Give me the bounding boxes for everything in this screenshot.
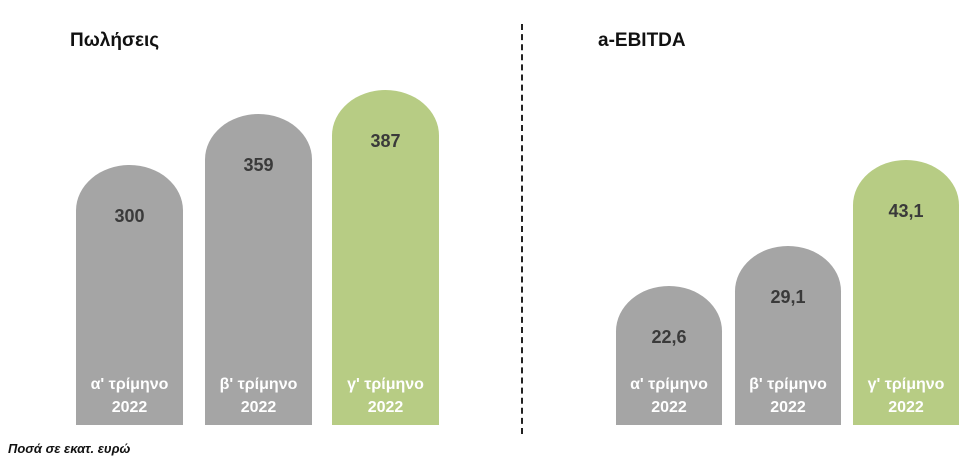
- units-footnote: Ποσά σε εκατ. ευρώ: [8, 441, 131, 456]
- sales-bar-1: 300 α' τρίμηνο 2022: [76, 165, 183, 425]
- sales-bar-2: 359 β' τρίμηνο 2022: [205, 114, 312, 425]
- sales-chart-title: Πωλήσεις: [70, 30, 160, 51]
- ebitda-chart-title: a-EBITDA: [598, 30, 686, 51]
- sales-bar-value-label: 300: [114, 206, 145, 227]
- ebitda-bar-category-label: β' τρίμηνο 2022: [749, 375, 827, 416]
- ebitda-bar-value-label: 43,1: [888, 200, 924, 221]
- sales-bar-value-label: 387: [370, 131, 401, 152]
- ebitda-bar-2: 29,1 β' τρίμηνο 2022: [735, 246, 841, 425]
- sales-bar-3: 387 γ' τρίμηνο 2022: [332, 90, 439, 425]
- ebitda-bar-value-label: 22,6: [651, 327, 687, 348]
- sales-bar-value-label: 359: [243, 155, 274, 176]
- ebitda-bar-1: 22,6 α' τρίμηνο 2022: [616, 286, 722, 425]
- ebitda-bar-category-label: γ' τρίμηνο 2022: [867, 375, 945, 416]
- ebitda-bar-category-label: α' τρίμηνο 2022: [630, 375, 708, 416]
- panel-divider: [521, 24, 523, 434]
- ebitda-bar-value-label: 29,1: [770, 287, 806, 308]
- sales-bar-category-label: β' τρίμηνο 2022: [219, 375, 298, 416]
- sales-bar-category-label: γ' τρίμηνο 2022: [347, 375, 424, 416]
- sales-bar-category-label: α' τρίμηνο 2022: [90, 375, 169, 416]
- ebitda-bar-3: 43,1 γ' τρίμηνο 2022: [853, 159, 959, 425]
